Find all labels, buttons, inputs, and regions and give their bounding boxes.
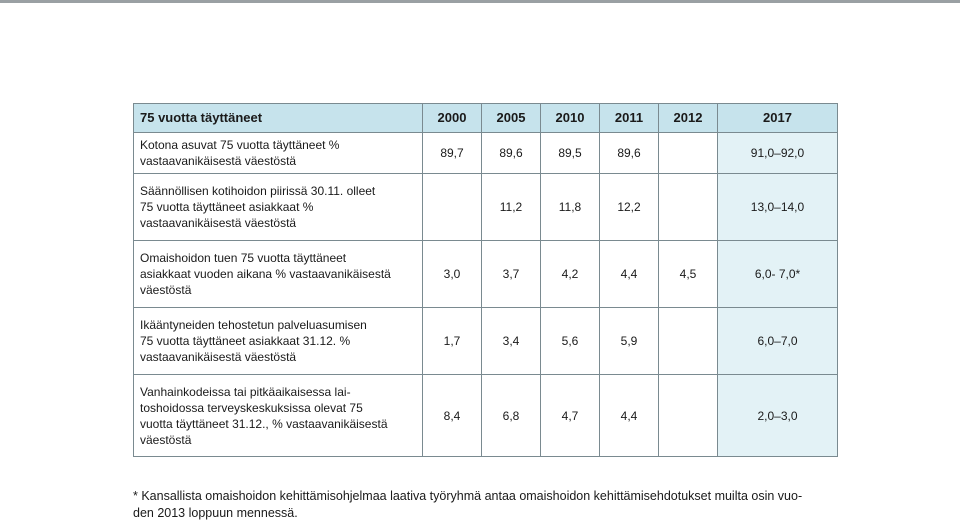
table-row: Ikääntyneiden tehostetun palveluasumisen… xyxy=(133,307,838,375)
table-cell: 4,5 xyxy=(658,240,718,308)
statistics-table: 75 vuotta täyttäneet 2000 2005 2010 2011… xyxy=(133,103,838,457)
row-label-line: Kotona asuvat 75 vuotta täyttäneet % xyxy=(140,138,340,152)
table-cell: 3,4 xyxy=(481,307,541,375)
table-row: Säännöllisen kotihoidon piirissä 30.11. … xyxy=(133,173,838,241)
table-cell: 6,8 xyxy=(481,374,541,457)
table-cell xyxy=(658,307,718,375)
table-cell: 11,8 xyxy=(540,173,600,241)
row-label-line: Ikääntyneiden tehostetun palveluasumisen xyxy=(140,318,367,332)
table-cell: 4,4 xyxy=(599,240,659,308)
footnote-line: * Kansallista omaishoidon kehittämisohje… xyxy=(133,489,803,503)
table-cell-target: 6,0- 7,0* xyxy=(717,240,838,308)
row-label-line: vastaavanikäisestä väestöstä xyxy=(140,350,297,364)
row-label: Ikääntyneiden tehostetun palveluasumisen… xyxy=(133,307,423,375)
row-label-line: Säännöllisen kotihoidon piirissä 30.11. … xyxy=(140,184,376,198)
header-cell: 2011 xyxy=(599,103,659,133)
table-cell xyxy=(658,132,718,174)
table-row: Kotona asuvat 75 vuotta täyttäneet % vas… xyxy=(133,132,838,174)
row-label: Säännöllisen kotihoidon piirissä 30.11. … xyxy=(133,173,423,241)
table-cell xyxy=(422,173,482,241)
table-cell xyxy=(658,173,718,241)
header-cell: 2005 xyxy=(481,103,541,133)
table-cell: 3,7 xyxy=(481,240,541,308)
table-cell: 12,2 xyxy=(599,173,659,241)
table-cell-target: 91,0–92,0 xyxy=(717,132,838,174)
top-divider xyxy=(0,0,960,3)
table-cell: 89,6 xyxy=(599,132,659,174)
footnote-line: den 2013 loppuun mennessä. xyxy=(133,506,298,520)
row-label: Vanhainkodeissa tai pitkäaikaisessa lai-… xyxy=(133,374,423,457)
header-cell: 2000 xyxy=(422,103,482,133)
row-label-line: väestöstä xyxy=(140,283,192,297)
header-cell: 2017 xyxy=(717,103,838,133)
header-cell: 2010 xyxy=(540,103,600,133)
table-cell: 1,7 xyxy=(422,307,482,375)
table-cell: 4,4 xyxy=(599,374,659,457)
table-row: Omaishoidon tuen 75 vuotta täyttäneet as… xyxy=(133,240,838,308)
table-cell xyxy=(658,374,718,457)
row-label-line: väestöstä xyxy=(140,432,192,447)
table-cell: 89,5 xyxy=(540,132,600,174)
table-cell: 5,9 xyxy=(599,307,659,375)
table-cell: 8,4 xyxy=(422,374,482,457)
table-cell: 3,0 xyxy=(422,240,482,308)
row-label-line: toshoidossa terveyskeskuksissa olevat 75 xyxy=(140,400,363,415)
row-label-line: 75 vuotta täyttäneet asiakkaat % xyxy=(140,200,314,214)
row-label: Kotona asuvat 75 vuotta täyttäneet % vas… xyxy=(133,132,423,174)
header-cell: 75 vuotta täyttäneet xyxy=(133,103,423,133)
row-label-line: 75 vuotta täyttäneet asiakkaat 31.12. % xyxy=(140,334,351,348)
row-label-line: Vanhainkodeissa tai pitkäaikaisessa lai- xyxy=(140,384,351,399)
table-cell-target: 13,0–14,0 xyxy=(717,173,838,241)
table-cell: 4,7 xyxy=(540,374,600,457)
table-row: Vanhainkodeissa tai pitkäaikaisessa lai-… xyxy=(133,374,838,457)
row-label: Omaishoidon tuen 75 vuotta täyttäneet as… xyxy=(133,240,423,308)
row-label-line: vuotta täyttäneet 31.12., % vastaavanikä… xyxy=(140,416,388,431)
table-cell: 5,6 xyxy=(540,307,600,375)
footnote: * Kansallista omaishoidon kehittämisohje… xyxy=(133,488,843,522)
row-label-line: Omaishoidon tuen 75 vuotta täyttäneet xyxy=(140,251,347,265)
row-label-line: vastaavanikäisestä väestöstä xyxy=(140,154,297,168)
header-cell: 2012 xyxy=(658,103,718,133)
table-header-row: 75 vuotta täyttäneet 2000 2005 2010 2011… xyxy=(133,103,838,133)
table-cell-target: 6,0–7,0 xyxy=(717,307,838,375)
table-cell: 89,6 xyxy=(481,132,541,174)
table-cell-target: 2,0–3,0 xyxy=(717,374,838,457)
row-label-line: vastaavanikäisestä väestöstä xyxy=(140,216,297,230)
table-cell: 4,2 xyxy=(540,240,600,308)
table-cell: 89,7 xyxy=(422,132,482,174)
table-cell: 11,2 xyxy=(481,173,541,241)
row-label-line: asiakkaat vuoden aikana % vastaavanikäis… xyxy=(140,267,391,281)
